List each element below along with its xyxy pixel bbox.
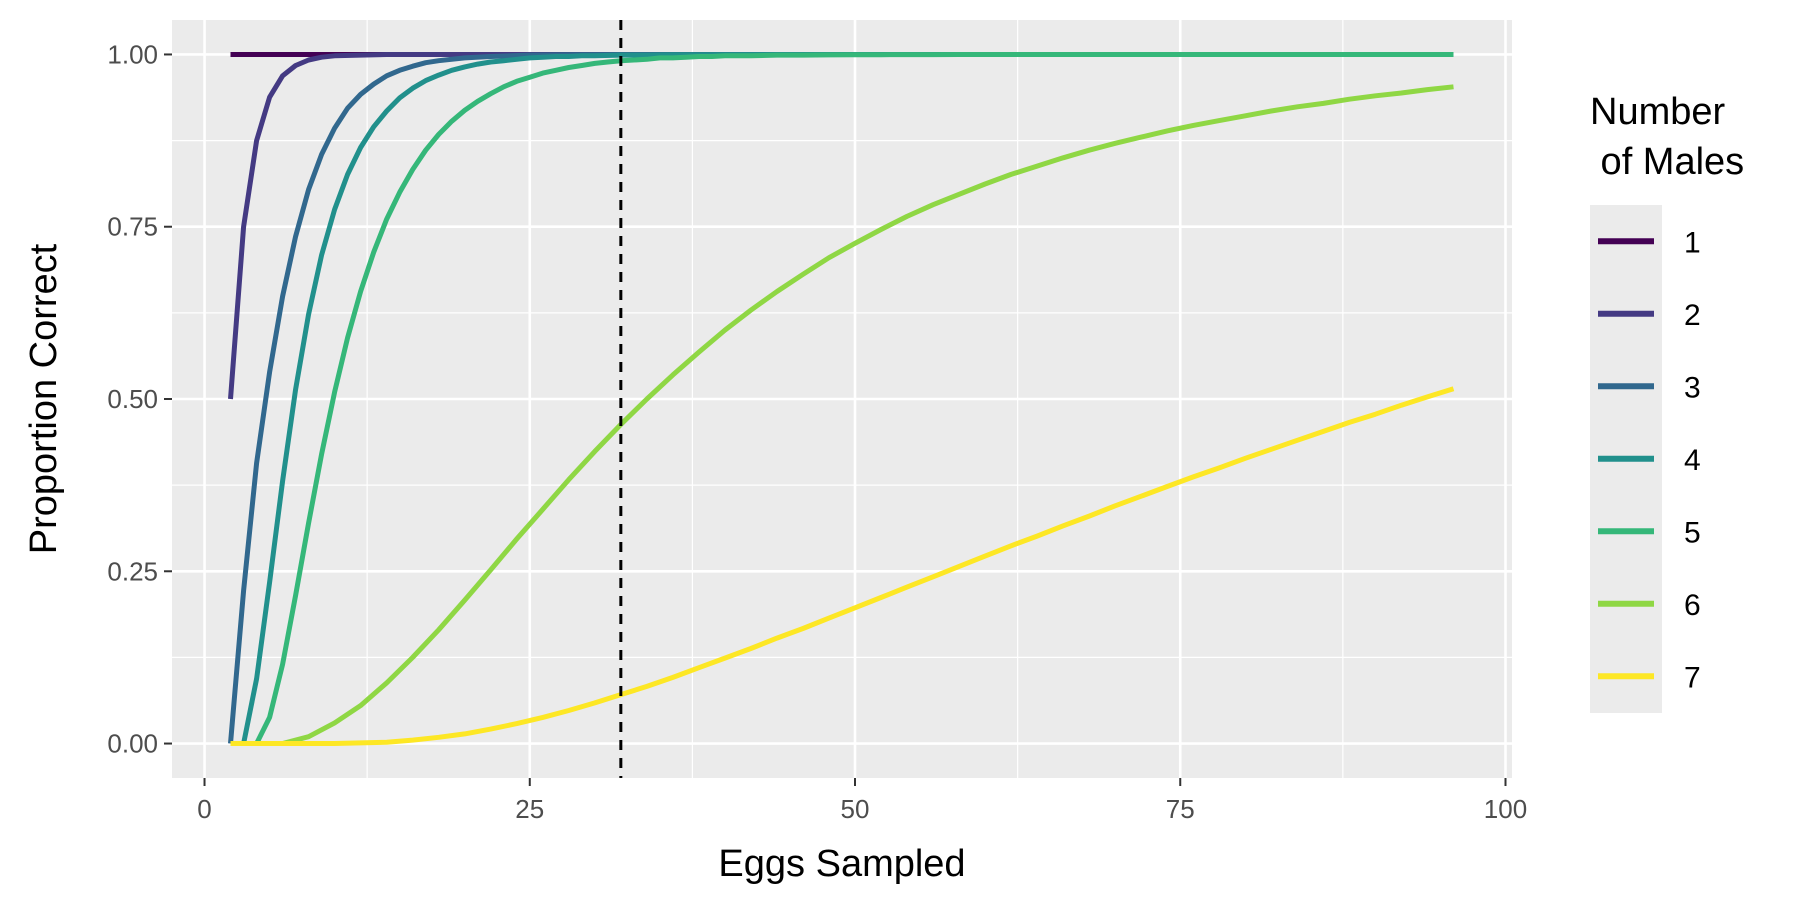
legend: Number of Males 1 2 3 4 5 6 7 (1590, 91, 1744, 713)
legend-title-line-2: of Males (1590, 141, 1744, 183)
series-layer (228, 52, 1455, 746)
axis-ticks (164, 53, 1507, 786)
y-tick-label: 0.75 (107, 212, 158, 242)
x-tick-label: 75 (1166, 794, 1195, 824)
legend-label-3: 3 (1684, 371, 1701, 404)
series-line-5-males (230, 52, 1454, 746)
legend-title-line-1: Number (1590, 91, 1725, 133)
y-axis-title: Proportion Correct (23, 243, 65, 554)
x-tick-label: 25 (515, 794, 544, 824)
x-axis-title: Eggs Sampled (718, 843, 965, 885)
legend-label-6: 6 (1684, 589, 1701, 622)
y-tick-label: 0.50 (107, 384, 158, 414)
x-tick-label: 50 (841, 794, 870, 824)
series-line-2-males (228, 52, 1454, 400)
x-tick-label: 100 (1484, 794, 1527, 824)
y-tick-label: 0.25 (107, 556, 158, 586)
legend-label-1: 1 (1684, 226, 1701, 259)
y-tick-labels: 0.00 0.25 0.50 0.75 1.00 (107, 39, 158, 758)
x-tick-labels: 0 25 50 75 100 (197, 794, 1527, 824)
legend-label-5: 5 (1684, 516, 1701, 549)
legend-label-4: 4 (1684, 444, 1701, 477)
legend-label-2: 2 (1684, 299, 1701, 332)
legend-label-7: 7 (1684, 661, 1701, 694)
legend-items: 1 2 3 4 5 6 7 (1598, 226, 1701, 694)
x-tick-label: 0 (197, 794, 211, 824)
y-tick-label: 1.00 (107, 39, 158, 69)
y-tick-label: 0.00 (107, 729, 158, 759)
series-line-6-males (230, 84, 1454, 746)
series-line-7-males (230, 386, 1455, 746)
